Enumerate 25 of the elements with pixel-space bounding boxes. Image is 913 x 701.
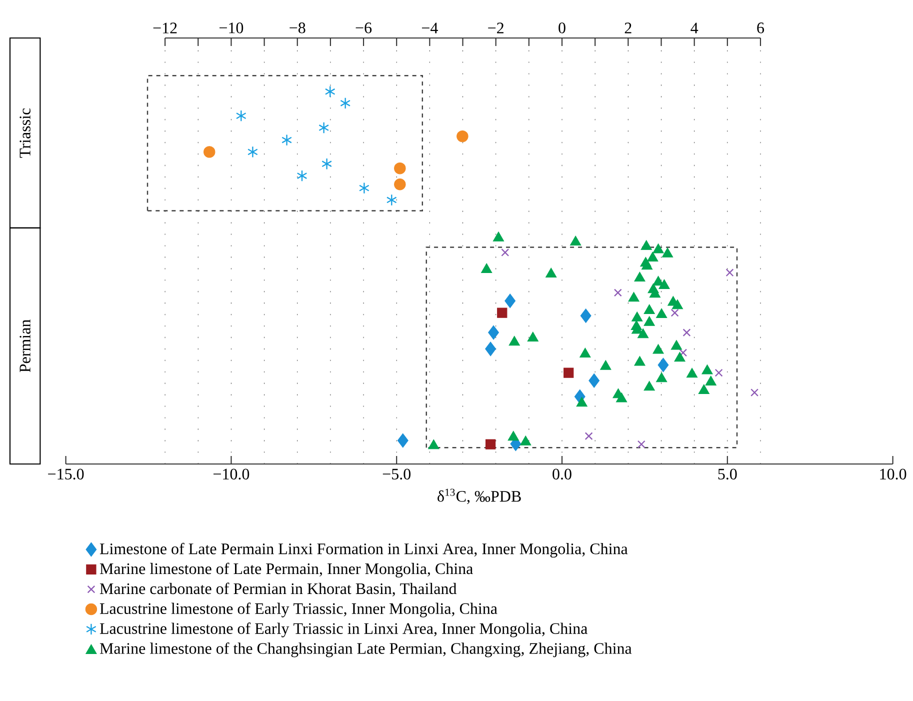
x2-tick-label: 6	[757, 22, 764, 34]
x-tick-label: 0.0	[552, 468, 572, 480]
text: Permian	[20, 320, 30, 372]
x2-tick-label: −10	[219, 22, 244, 34]
legend-label: Limestone of Late Permain Linxi Formation in Linxi Area, Inner Mongolia, China	[100, 542, 628, 558]
x-tick-label: 10.0	[880, 468, 906, 480]
legend-label: Marine limestone of Late Permain, Inner Mongolia, China	[100, 562, 473, 578]
x-tick-label: 5.0	[718, 468, 737, 480]
x2-tick-label: 0	[558, 22, 566, 34]
legend-label: Lacustrine limestone of Early Triassic, Inner Mongolia, China	[100, 602, 498, 618]
legend-label: Marine limestone of the Changhsingian Late Permian, Changxing, Zhejiang, China	[100, 642, 632, 658]
text: Triassic	[20, 108, 30, 158]
x-tick-label: −10.0	[213, 468, 250, 480]
legend-label: Lacustrine limestone of Early Triassic in Linxi Area, Inner Mongolia, China	[100, 622, 588, 638]
x2-tick-label: 2	[624, 22, 632, 34]
x-axis-title: δ$^{13}$C, ‰PDB	[438, 488, 521, 504]
legend-label: Marine carbonate of Permian in Khorat Basin, Thailand	[100, 582, 457, 596]
x-tick-label: −15.0	[48, 468, 84, 480]
x2-tick-label: −6	[356, 22, 372, 34]
x2-tick-label: −2	[488, 22, 504, 34]
x2-tick-label: 4	[690, 22, 698, 34]
x2-tick-label: −12	[153, 22, 177, 34]
x2-tick-label: −4	[422, 22, 438, 34]
x2-tick-label: −8	[290, 22, 306, 34]
x-tick-label: −5.0	[382, 468, 410, 480]
